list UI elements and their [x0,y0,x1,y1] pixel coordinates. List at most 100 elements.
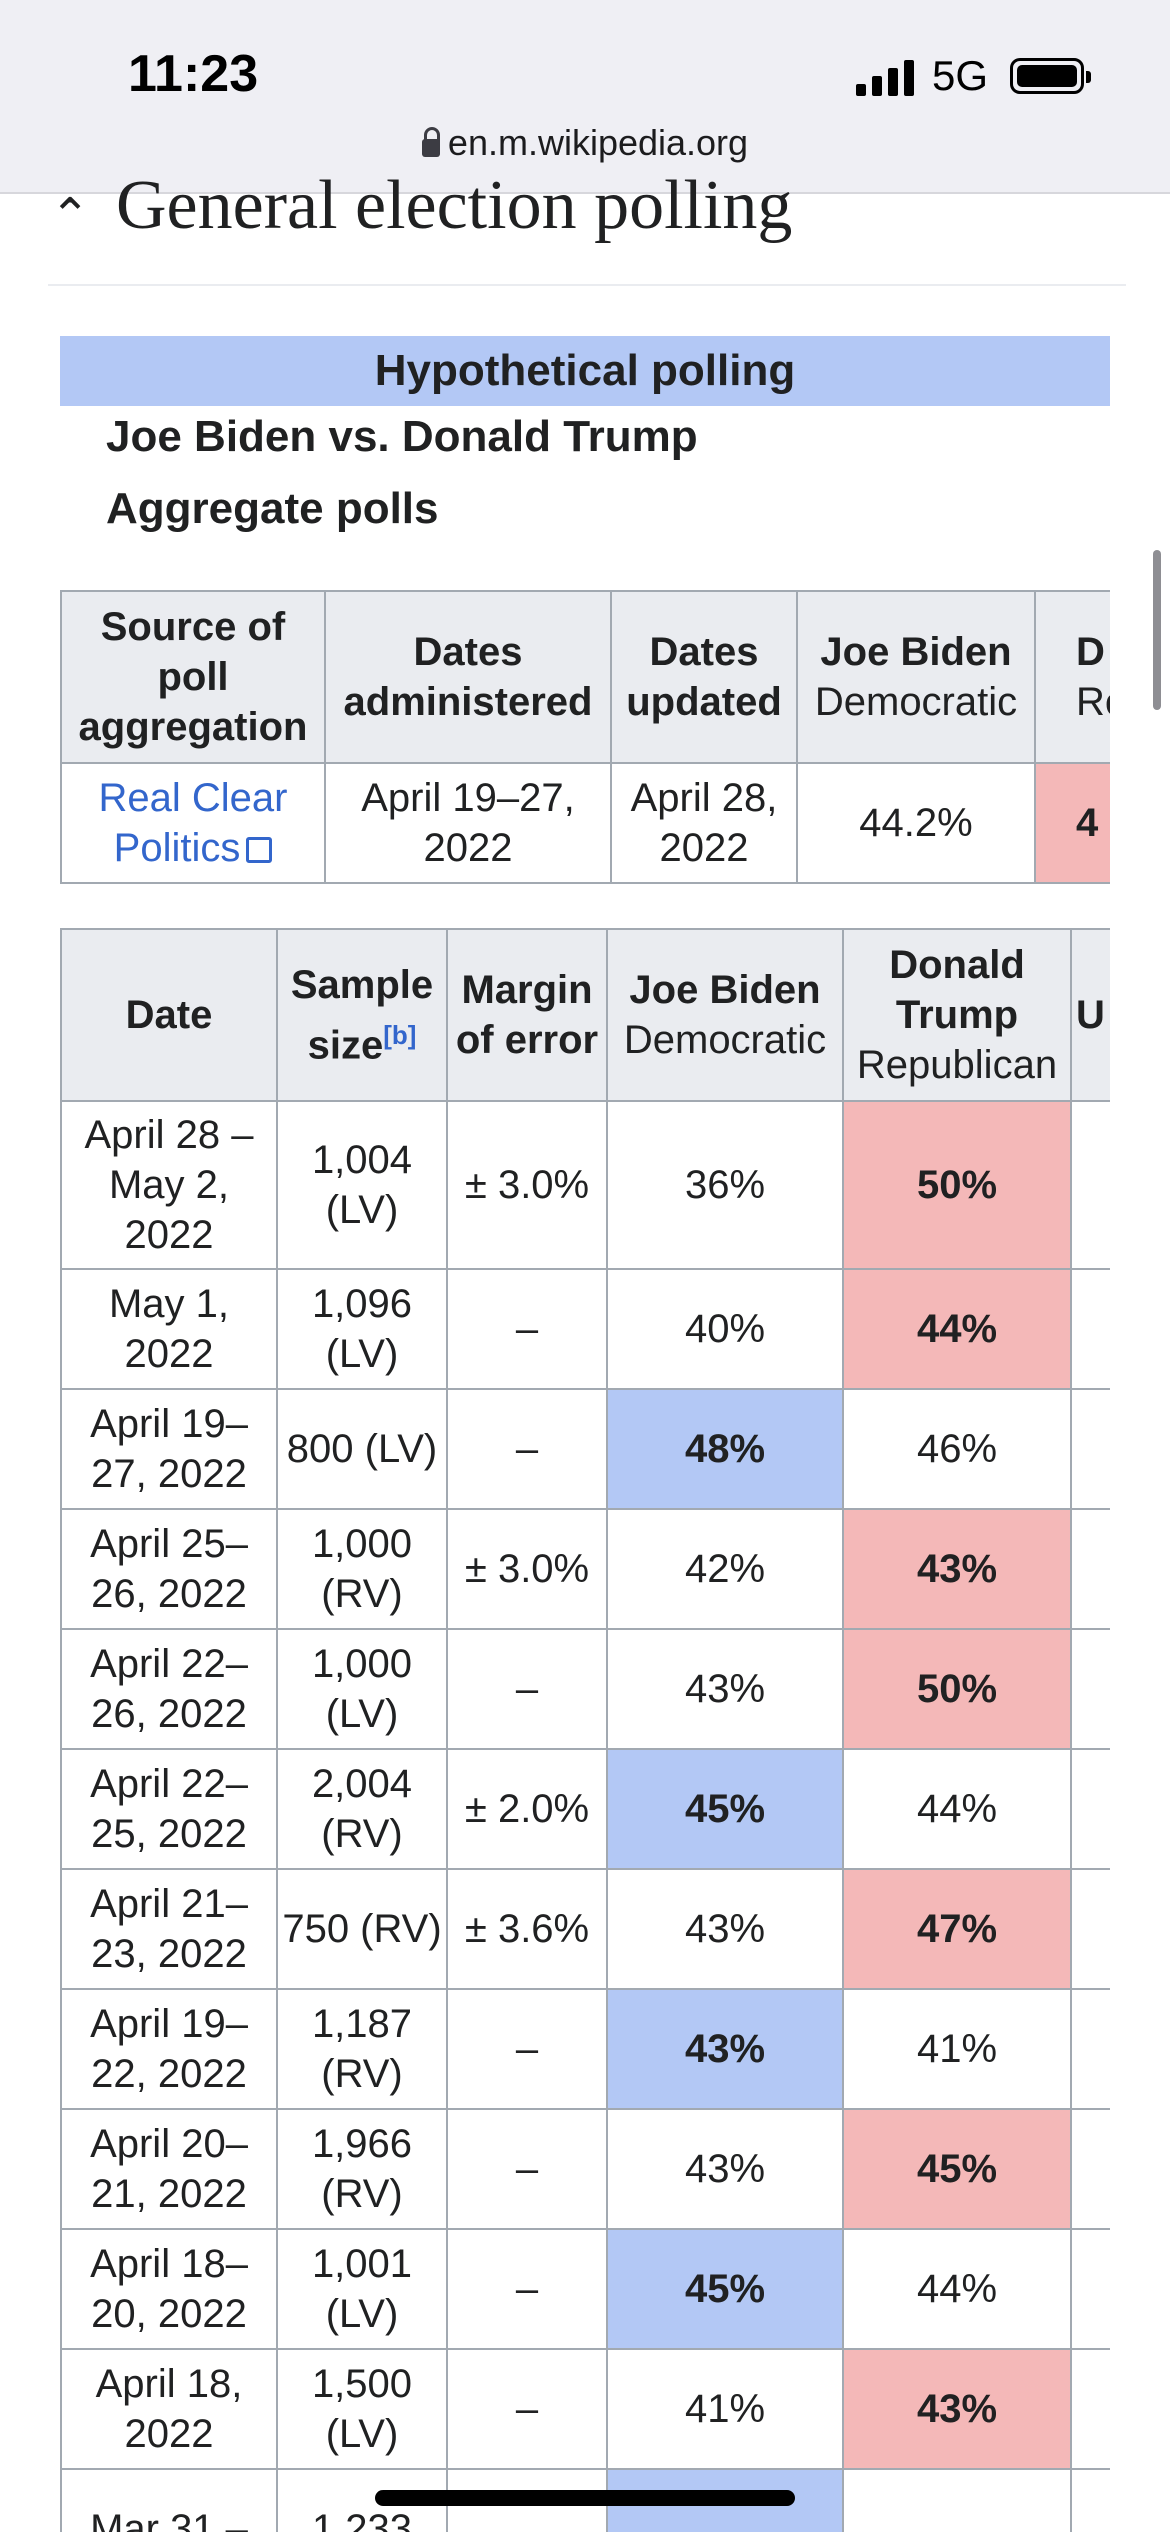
poll-other-cell [1070,2228,1110,2350]
poll-date-cell: April 21– 23, 2022 [60,1868,278,1990]
poll-sample-cell: 1,000 (LV) [276,1628,448,1750]
poll-date-cell: Mar 31 – [60,2468,278,2532]
poll-other-cell [1070,1100,1110,1270]
poll-other-cell [1070,1508,1110,1630]
poll-trump-cell: 46% [842,1388,1072,1510]
polls-sample-header: Sample size[b] [276,928,448,1102]
poll-margin-cell: – [446,1988,608,2110]
polls-table: Date Sample size[b] Margin of error Joe … [60,928,1110,2532]
poll-margin-cell: – [446,1388,608,1510]
table-row: April 18– 20, 2022 1,001 (LV) –45% 44% [60,2228,1110,2350]
poll-sample-cell: 1,966 (RV) [276,2108,448,2230]
poll-margin-cell: ± 3.6% [446,1868,608,1990]
polls-other-header: U [1070,928,1110,1102]
poll-trump-cell: 50% [842,1100,1072,1270]
table-row: April 19– 22, 2022 1,187 (RV) –43% 41% [60,1988,1110,2110]
poll-date-cell: April 22– 26, 2022 [60,1628,278,1750]
poll-other-cell [1070,1388,1110,1510]
poll-date-cell: April 22– 25, 2022 [60,1748,278,1870]
cellular-signal-icon [856,60,914,96]
poll-other-cell [1070,2468,1110,2532]
polls-trump-header: Donald Trump Republican [842,928,1072,1102]
poll-date-cell: April 18– 20, 2022 [60,2228,278,2350]
poll-sample-cell: 1,500 (LV) [276,2348,448,2470]
aggregate-table: Source of poll aggregation Dates adminis… [60,590,1110,884]
table-row: April 20– 21, 2022 1,966 (RV) –43% 45% [60,2108,1110,2230]
poll-margin-cell: – [446,1628,608,1750]
poll-biden-cell: 48% [606,1388,844,1510]
table-row: April 18, 2022 1,500 (LV) –41% 43% [60,2348,1110,2470]
poll-sample-cell: 750 (RV) [276,1868,448,1990]
poll-biden-cell: 43% [606,1628,844,1750]
polls-date-header: Date [60,928,278,1102]
matchup-heading: Joe Biden vs. Donald Trump [106,412,698,461]
poll-margin-cell: ± 2.0% [446,1748,608,1870]
hypothetical-polling-header: Hypothetical polling [60,336,1110,406]
table-row: April 22– 26, 2022 1,000 (LV) –43% 50% [60,1628,1110,1750]
poll-other-cell [1070,1868,1110,1990]
poll-sample-cell: 1,187 (RV) [276,1988,448,2110]
poll-trump-cell: 45% [842,2108,1072,2230]
poll-date-cell: April 19– 22, 2022 [60,1988,278,2110]
poll-margin-cell: ± 3.0% [446,1508,608,1630]
aggregate-trump-header: D TRep [1034,590,1110,764]
table-row: April 19– 27, 2022 800 (LV) –48% 46% [60,1388,1110,1510]
polls-margin-header: Margin of error [446,928,608,1102]
external-link-icon[interactable] [246,837,273,863]
poll-date-cell: May 1, 2022 [60,1268,278,1390]
poll-trump-cell: 47% [842,1868,1072,1990]
polls-biden-header: Joe Biden Democratic [606,928,844,1102]
aggregate-table-scroll[interactable]: Source of poll aggregation Dates adminis… [0,590,1110,890]
home-indicator[interactable] [375,2490,795,2506]
poll-trump-cell: 43% [842,1508,1072,1630]
poll-biden-cell: 43% [606,2108,844,2230]
aggregate-heading: Aggregate polls [106,484,439,533]
aggregate-administered-cell: April 19–27, 2022 [324,762,612,884]
address-bar[interactable]: en.m.wikipedia.org [0,122,1170,164]
poll-other-cell [1070,1988,1110,2110]
section-header[interactable]: ⌃ General election polling [44,158,1126,283]
poll-other-cell [1070,2348,1110,2470]
polls-table-scroll[interactable]: Date Sample size[b] Margin of error Joe … [0,928,1110,2532]
lock-icon [421,127,440,157]
poll-margin-cell: – [446,2228,608,2350]
table-row: April 22– 25, 2022 2,004 (RV) ± 2.0% 45% 44% [60,1748,1110,1870]
table-row: May 1, 2022 1,096 (LV) –40% 44% [60,1268,1110,1390]
poll-trump-cell: 41% [842,1988,1072,2110]
aggregate-biden-header: Joe Biden Democratic [796,590,1036,764]
poll-sample-cell: 800 (LV) [276,1388,448,1510]
real-clear-politics-link[interactable]: Real Clear Politics [98,776,288,870]
poll-margin-cell: – [446,1268,608,1390]
poll-trump-cell: 44% [842,1748,1072,1870]
poll-other-cell [1070,1628,1110,1750]
table-row: April 25– 26, 2022 1,000 (RV) ± 3.0% 42% 43% [60,1508,1110,1630]
poll-sample-cell: 1,001 (LV) [276,2228,448,2350]
chevron-up-icon[interactable]: ⌃ [50,188,91,244]
poll-margin-cell: ± 3.0% [446,1100,608,1270]
table-row: April 21– 23, 2022 750 (RV) ± 3.6% 43% 47% [60,1868,1110,1990]
poll-trump-cell: 43% [842,2348,1072,2470]
poll-biden-cell: 43% [606,1868,844,1990]
section-divider [48,284,1126,286]
poll-date-cell: April 20– 21, 2022 [60,2108,278,2230]
aggregate-trump-cell: 4 [1034,762,1110,884]
aggregate-updated-cell: April 28, 2022 [610,762,798,884]
poll-trump-cell: 44% [842,2228,1072,2350]
network-type: 5G [932,52,989,99]
poll-sample-cell: 1,096 (LV) [276,1268,448,1390]
poll-margin-cell: – [446,2348,608,2470]
poll-date-cell: April 18, 2022 [60,2348,278,2470]
poll-other-cell [1070,1268,1110,1390]
poll-biden-cell: 45% [606,2228,844,2350]
scroll-indicator [1153,550,1161,710]
poll-biden-cell: 41% [606,2348,844,2470]
poll-other-cell [1070,1748,1110,1870]
poll-date-cell: April 25– 26, 2022 [60,1508,278,1630]
poll-biden-cell: 42% [606,1508,844,1630]
aggregate-source-header: Source of poll aggregation [60,590,326,764]
poll-sample-cell: 2,004 (RV) [276,1748,448,1870]
aggregate-source-cell: Real Clear Politics [60,762,326,884]
footnote-link[interactable]: [b] [383,1019,417,1050]
poll-trump-cell: 44% [842,1268,1072,1390]
poll-margin-cell: – [446,2108,608,2230]
